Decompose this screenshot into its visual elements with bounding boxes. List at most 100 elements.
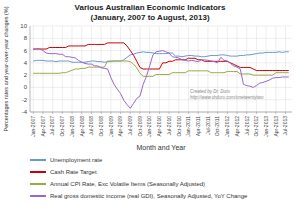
grid	[30, 26, 292, 112]
x-grid-line	[72, 26, 73, 112]
x-tick	[178, 112, 179, 114]
x-tick-label: Jul-2010	[166, 116, 172, 135]
x-tick-label: Jan-2012	[224, 116, 230, 137]
y-tick-label: 8	[24, 35, 28, 41]
x-tick	[42, 112, 43, 114]
y-tick-label: 4	[24, 60, 28, 66]
y-axis-label: Percentages rates and year-over-year cha…	[3, 6, 9, 131]
title: Various Australian Economic Indicators(J…	[75, 3, 226, 22]
x-grid-line	[139, 26, 140, 112]
y-grid-line	[30, 26, 292, 27]
legend-swatch	[30, 159, 46, 161]
x-tick	[72, 112, 73, 114]
legend-swatch	[30, 195, 46, 197]
x-tick	[266, 112, 267, 114]
x-grid-line	[266, 26, 267, 112]
x-tick-label: Jul-2007	[49, 116, 55, 135]
y-grid-line	[30, 38, 292, 39]
y-tick-label: 2	[24, 72, 28, 78]
x-tick-label: Oct-2012	[253, 116, 259, 137]
y-tick-label: 6	[24, 48, 28, 54]
x-tick-label: Oct-2009	[137, 116, 143, 137]
y-grid-line	[30, 112, 292, 113]
x-tick	[159, 112, 160, 114]
x-grid-line	[120, 26, 121, 112]
x-tick-label: Apr-2011	[195, 116, 201, 136]
y-grid-line	[30, 62, 292, 63]
x-tick	[198, 112, 199, 114]
x-tick	[110, 112, 111, 114]
x-tick-label: Oct-2011	[214, 116, 220, 136]
x-grid-line	[42, 26, 43, 112]
x-grid-line	[275, 26, 276, 112]
x-tick-label: Jul-2009	[127, 116, 133, 135]
x-tick-label: Jan-2010	[146, 116, 152, 137]
x-tick-label: Apr-2013	[273, 116, 279, 137]
x-grid-line	[110, 26, 111, 112]
x-grid-line	[101, 26, 102, 112]
series-line	[33, 43, 289, 71]
title-line: (January, 2007 to August, 2013)	[90, 13, 209, 22]
legend-swatch	[30, 171, 46, 173]
x-tick	[139, 112, 140, 114]
x-tick-label: Jul-2013	[282, 116, 288, 135]
x-tick-label: Apr-2009	[117, 116, 123, 137]
title-line: Various Australian Economic Indicators	[75, 3, 226, 12]
x-grid-line	[188, 26, 189, 112]
x-tick	[91, 112, 92, 114]
series-lines	[33, 43, 289, 108]
legend-label: Annual CPI Rate, Exc Volatile Items (Sea…	[50, 181, 205, 187]
x-tick-label: Oct-2010	[176, 116, 182, 137]
x-tick-label: Apr-2007	[40, 116, 46, 137]
x-tick	[130, 112, 131, 114]
x-tick	[62, 112, 63, 114]
x-tick	[101, 112, 102, 114]
x-axis-label: Month and Year	[136, 144, 186, 151]
x-tick-label: Jul-2012	[244, 116, 250, 135]
x-tick	[217, 112, 218, 114]
y-tick-label: -2	[22, 97, 28, 103]
x-tick	[33, 112, 34, 114]
x-tick	[81, 112, 82, 114]
x-tick-label: Apr-2008	[79, 116, 85, 137]
x-tick-label: Oct-2007	[59, 116, 65, 137]
y-axis-line	[30, 26, 31, 112]
series-line	[33, 49, 289, 109]
x-grid-line	[91, 26, 92, 112]
x-tick-label: Jan-2008	[69, 116, 75, 137]
chart: Various Australian Economic Indicators(J…	[0, 0, 300, 217]
y-tick-label: 10	[20, 23, 27, 29]
x-tick-label: Jul-2008	[88, 116, 94, 135]
x-tick-label: Jan-2011	[185, 116, 191, 137]
legend-label: Cash Rate Target	[50, 169, 97, 175]
x-tick	[188, 112, 189, 114]
x-grid-line	[52, 26, 53, 112]
y-tick-label: -4	[22, 109, 28, 115]
x-tick	[227, 112, 228, 114]
y-tick-label: 0	[24, 84, 28, 90]
x-grid-line	[178, 26, 179, 112]
x-tick-label: Jan-2013	[263, 116, 269, 137]
legend-label: Real gross domestic income (real GDI), S…	[50, 193, 248, 199]
x-tick	[256, 112, 257, 114]
x-tick-label: Jan-2009	[108, 116, 114, 137]
x-tick-label: Jan-2007	[30, 116, 36, 137]
x-tick-label: Apr-2012	[234, 116, 240, 137]
x-tick	[275, 112, 276, 114]
x-tick	[207, 112, 208, 114]
x-grid-line	[130, 26, 131, 112]
x-grid-line	[62, 26, 63, 112]
x-tick-label: Apr-2010	[156, 116, 162, 137]
annotation: Created by Dr. Duru	[190, 89, 231, 94]
series-line	[33, 61, 289, 76]
x-tick	[246, 112, 247, 114]
x-tick	[285, 112, 286, 114]
x-tick-label: Oct-2008	[98, 116, 104, 137]
x-axis-line	[30, 112, 292, 113]
x-grid-line	[81, 26, 82, 112]
x-tick	[169, 112, 170, 114]
annotation: http://www.drduru.com/onetwentytwo	[190, 95, 264, 100]
x-grid-line	[285, 26, 286, 112]
legend-swatch	[30, 183, 46, 185]
x-tick	[120, 112, 121, 114]
